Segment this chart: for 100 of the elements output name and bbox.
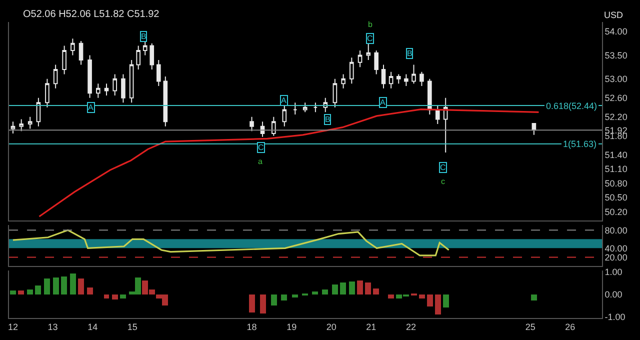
bar bbox=[435, 294, 441, 315]
bar bbox=[78, 278, 84, 295]
candlestick bbox=[420, 71, 424, 87]
bar bbox=[531, 294, 537, 301]
y-tick-label: 40.00 bbox=[604, 243, 628, 254]
annotation: A bbox=[380, 98, 386, 107]
annotation: C bbox=[440, 163, 446, 172]
x-tick-label: 12 bbox=[8, 322, 18, 332]
bar bbox=[44, 278, 50, 295]
candlestick bbox=[443, 97, 448, 153]
line-series bbox=[12, 229, 450, 256]
y-tick-label: 53.50 bbox=[604, 50, 628, 60]
candlestick bbox=[313, 102, 318, 113]
candlestick bbox=[136, 45, 140, 70]
candlestick bbox=[292, 102, 298, 116]
y-tick-label: 51.40 bbox=[604, 150, 628, 160]
bar bbox=[322, 290, 328, 295]
candlestick bbox=[129, 59, 134, 104]
annotation: B bbox=[407, 49, 412, 58]
candlestick bbox=[341, 74, 346, 89]
candlestick bbox=[104, 83, 109, 96]
candlestick bbox=[121, 74, 126, 104]
x-tick-label: 26 bbox=[565, 322, 576, 332]
line-series bbox=[38, 108, 540, 218]
candlestick bbox=[435, 104, 440, 125]
x-tick-label: 15 bbox=[127, 322, 138, 332]
chart-title: O52.06 H52.06 L51.82 C51.92 bbox=[23, 9, 160, 20]
y-axis-title: USD bbox=[604, 10, 624, 20]
candlestick bbox=[78, 40, 84, 66]
candlestick bbox=[96, 83, 100, 98]
candlestick bbox=[404, 74, 408, 87]
bar bbox=[35, 286, 41, 295]
bar bbox=[340, 282, 346, 295]
candlestick bbox=[62, 45, 66, 75]
x-tick-label: 21 bbox=[366, 322, 376, 332]
bar bbox=[18, 290, 24, 295]
bar bbox=[419, 294, 425, 299]
annotation: a bbox=[258, 157, 263, 166]
bar bbox=[332, 284, 338, 295]
annotation: A bbox=[281, 96, 287, 105]
x-tick-label: 14 bbox=[88, 322, 98, 332]
bar bbox=[388, 294, 394, 299]
candlestick bbox=[428, 78, 432, 116]
y-tick-label: 50.80 bbox=[604, 178, 628, 188]
candlestick bbox=[88, 54, 92, 98]
y-tick-label: 50.20 bbox=[604, 206, 628, 217]
y-tick-label: 1.00 bbox=[604, 266, 622, 277]
candlestick bbox=[381, 64, 386, 89]
candlestick bbox=[156, 59, 161, 87]
y-tick-label: 0.00 bbox=[604, 289, 622, 300]
bar bbox=[70, 274, 76, 295]
candlestick bbox=[374, 50, 378, 75]
candlestick bbox=[302, 102, 308, 113]
candlestick bbox=[272, 116, 276, 136]
candlestick bbox=[250, 116, 254, 132]
y-tick-label: 52.20 bbox=[604, 112, 628, 122]
bar bbox=[104, 294, 109, 299]
y-tick-label: -1.00 bbox=[604, 312, 626, 322]
ref-line-label: 1(51.63) bbox=[563, 139, 597, 149]
y-tick-label: 52.60 bbox=[604, 93, 628, 104]
candlestick bbox=[412, 64, 416, 84]
annotation: C bbox=[367, 34, 373, 43]
bar bbox=[10, 290, 16, 295]
candlestick bbox=[53, 64, 58, 89]
bar bbox=[427, 294, 433, 307]
bar bbox=[365, 282, 371, 295]
candlestick bbox=[358, 50, 362, 68]
bar bbox=[87, 288, 93, 295]
x-tick-label: 22 bbox=[406, 322, 416, 332]
candlestick bbox=[350, 57, 354, 84]
candlestick bbox=[19, 118, 24, 132]
bar bbox=[312, 292, 318, 295]
y-tick-label: 20.00 bbox=[604, 252, 628, 262]
bar bbox=[27, 290, 33, 295]
x-tick-label: 25 bbox=[525, 322, 536, 332]
x-tick-label: 18 bbox=[246, 322, 257, 332]
y-tick-label: 80.00 bbox=[604, 225, 628, 236]
y-tick-label: 53.00 bbox=[604, 74, 628, 84]
bar bbox=[281, 294, 287, 301]
bar bbox=[120, 294, 126, 299]
bar bbox=[260, 294, 266, 314]
candlestick bbox=[28, 116, 32, 130]
bar bbox=[271, 294, 277, 306]
annotation: b bbox=[368, 20, 373, 29]
candlestick bbox=[70, 38, 75, 56]
candlestick bbox=[332, 78, 338, 108]
y-tick-label: 51.10 bbox=[604, 164, 628, 174]
x-tick-label: 13 bbox=[48, 322, 58, 332]
candlestick bbox=[10, 121, 16, 134]
candlestick bbox=[150, 42, 154, 70]
x-tick-label: 20 bbox=[326, 322, 336, 332]
ref-line-label: 0.618(52.44) bbox=[546, 101, 598, 111]
x-tick-label: 19 bbox=[286, 322, 297, 332]
bar bbox=[61, 276, 67, 295]
candlestick bbox=[388, 71, 394, 89]
candlestick bbox=[396, 74, 401, 84]
annotation: A bbox=[88, 103, 94, 112]
annotation: B bbox=[325, 115, 330, 124]
bar bbox=[292, 294, 298, 298]
candlestick bbox=[45, 78, 50, 108]
